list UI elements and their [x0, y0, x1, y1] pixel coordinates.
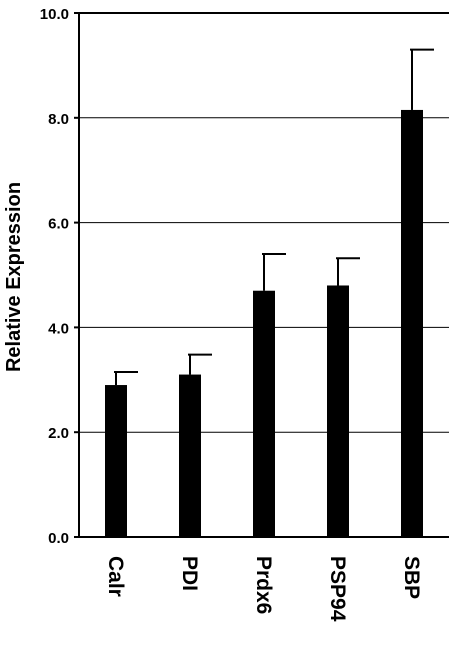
x-tick-labels: Calr PDI Prdx6 PSP94 SBP — [104, 556, 423, 622]
x-tick-label: PSP94 — [326, 556, 349, 622]
bar-pdi — [179, 374, 201, 537]
bars — [105, 109, 423, 537]
error-bars — [114, 48, 434, 386]
x-tick-label: SBP — [400, 556, 423, 599]
y-axis-label: Relative Expression — [3, 182, 25, 372]
y-tick-label: 10.0 — [40, 6, 69, 23]
y-tick-label: 0.0 — [48, 530, 69, 547]
y-tick-label: 6.0 — [48, 216, 69, 233]
bar-calr — [105, 385, 127, 537]
x-tick-label: PDI — [178, 556, 201, 591]
bar-sbp — [401, 109, 423, 537]
y-tick-label: 8.0 — [48, 111, 69, 128]
bar-psp94 — [327, 285, 349, 537]
x-tick-label: Calr — [104, 556, 127, 597]
y-tick-label: 2.0 — [48, 425, 69, 442]
y-tick-label: 4.0 — [48, 320, 69, 337]
bar-prdx6 — [253, 290, 275, 537]
y-tick-labels: 0.0 2.0 4.0 6.0 8.0 10.0 — [40, 6, 69, 547]
x-tick-label: Prdx6 — [252, 556, 275, 614]
axes — [74, 12, 449, 538]
